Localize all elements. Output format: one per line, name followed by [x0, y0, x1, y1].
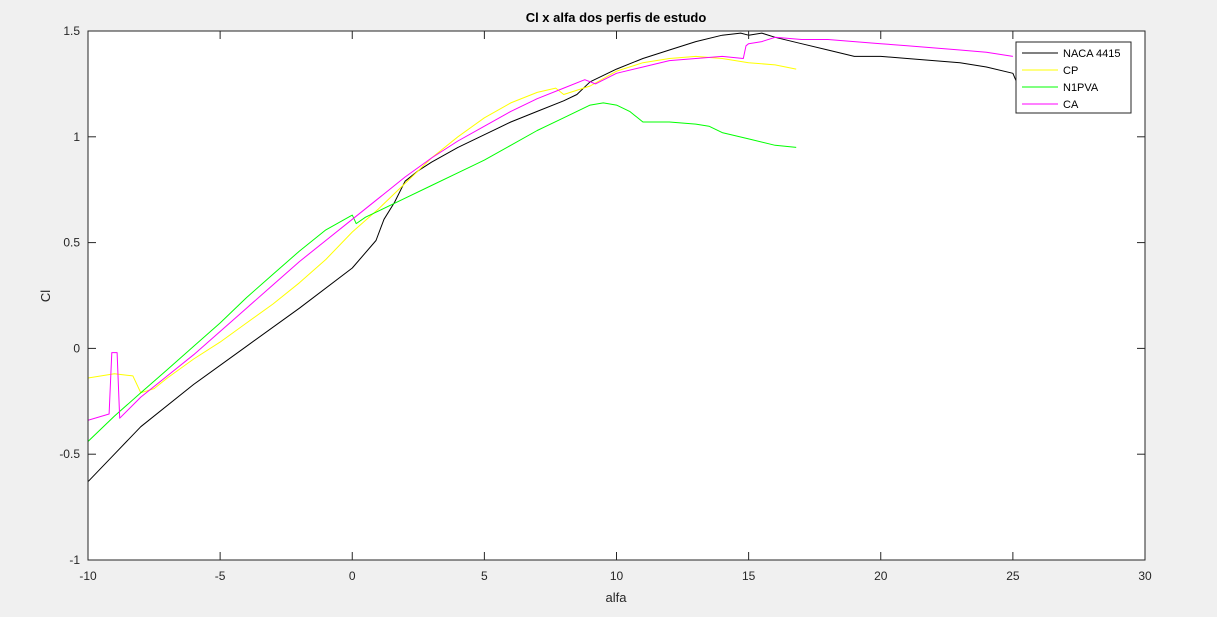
x-tick-label: 5: [481, 569, 488, 583]
y-tick-label: 1: [73, 130, 80, 144]
plot-area: [88, 31, 1145, 560]
x-tick-label: -10: [79, 569, 97, 583]
x-axis-label: alfa: [606, 590, 628, 605]
x-tick-label: 30: [1138, 569, 1152, 583]
x-tick-label: 0: [349, 569, 356, 583]
x-tick-label: 15: [742, 569, 756, 583]
x-tick-label: 20: [874, 569, 888, 583]
series-line-n1pva: [88, 102, 797, 442]
tick-layer: -10 -5 0 5 10 15 20 25 30 -1 -0.5 0 0.5 1 1.5: [59, 24, 1152, 583]
y-tick-label: 1.5: [63, 24, 80, 38]
x-tick-label: 25: [1006, 569, 1020, 583]
legend-box: [1015, 41, 1132, 114]
legend-label-cp: CP: [1063, 65, 1078, 77]
legend-label-n1pva: N1PVA: [1063, 82, 1099, 94]
legend-label-ca: CA: [1063, 99, 1079, 111]
y-tick-label: 0.5: [63, 236, 80, 250]
y-tick-label: -0.5: [59, 447, 80, 461]
y-axis-label: Cl: [38, 290, 53, 302]
legend: NACA 4415 CP N1PVA CA: [1015, 41, 1132, 114]
y-tick-label: -1: [69, 553, 80, 567]
x-tick-label: -5: [215, 569, 226, 583]
y-tick-label: 0: [73, 341, 80, 355]
series-line-ca: [88, 36, 1013, 421]
legend-label-naca-4415: NACA 4415: [1063, 48, 1120, 60]
x-tick-label: 10: [610, 569, 624, 583]
chart-title: Cl x alfa dos perfis de estudo: [526, 10, 707, 25]
series-layer: [88, 32, 1019, 483]
